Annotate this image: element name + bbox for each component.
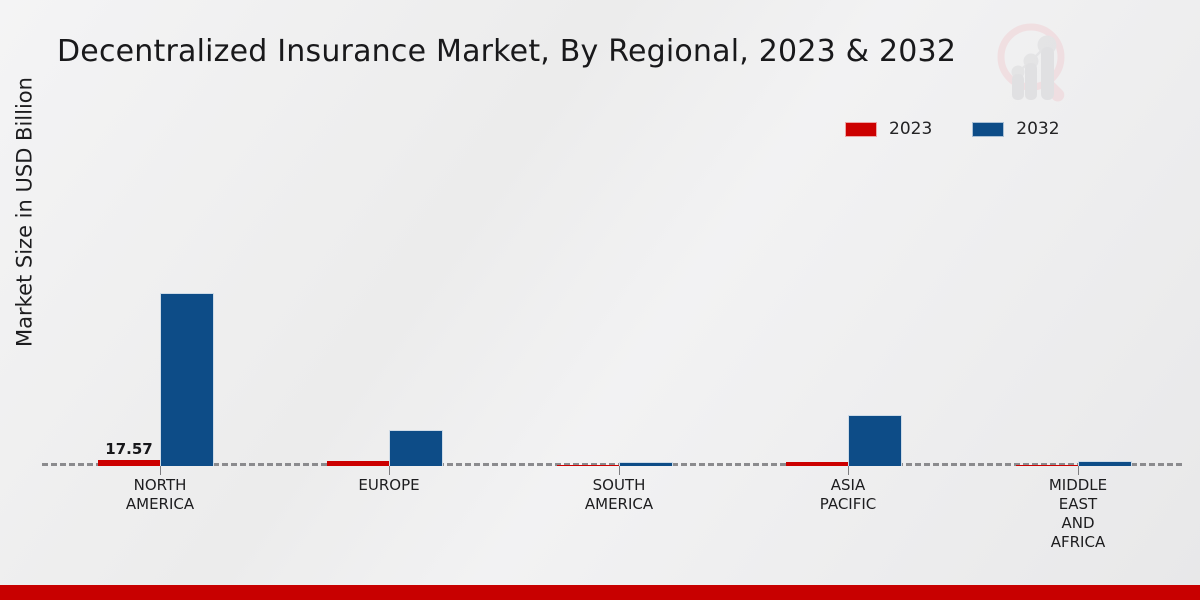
- x-axis-label-line: NORTH: [133, 476, 187, 494]
- x-axis-label-line: EUROPE: [358, 476, 420, 494]
- bar-2023-middle-east-and-africa[interactable]: [1016, 465, 1078, 466]
- bar-group-south-america: SOUTH AMERICA: [543, 150, 695, 513]
- bar-2023-south-america[interactable]: [557, 465, 619, 466]
- legend-label-2032: 2032: [1016, 119, 1060, 139]
- x-axis-label-line: MIDDLE: [1048, 476, 1108, 494]
- x-axis-label-line: ASIA: [830, 476, 866, 494]
- x-axis-label-asia-pacific: ASIA PACIFIC: [773, 476, 923, 514]
- plot-area: 17.57 NORTH AMERICA EUROPE SOUTH AMER: [42, 150, 1182, 551]
- x-axis-label-line: AMERICA: [584, 495, 654, 513]
- bar-2023-europe[interactable]: [327, 461, 389, 466]
- bar-2032-north-america[interactable]: [160, 293, 214, 466]
- x-axis-label-middle-east-and-africa: MIDDLE EAST AND AFRICA: [1003, 476, 1153, 552]
- legend-item-2032[interactable]: 2032: [972, 119, 1060, 139]
- bar-group-north-america: 17.57 NORTH AMERICA: [84, 150, 236, 513]
- legend-swatch-2023: [845, 121, 877, 137]
- bar-2032-europe[interactable]: [389, 430, 443, 466]
- bar-group-middle-east-and-africa: MIDDLE EAST AND AFRICA: [1002, 150, 1154, 551]
- legend-swatch-2032: [972, 121, 1005, 137]
- legend-label-2023: 2023: [889, 119, 933, 139]
- bar-value-label-north-america: 17.57: [105, 440, 153, 458]
- bar-2023-asia-pacific[interactable]: [786, 462, 848, 466]
- x-axis-label-line: PACIFIC: [819, 495, 877, 513]
- x-axis-tick: [389, 466, 390, 475]
- bar-2023-north-america[interactable]: 17.57: [98, 440, 160, 466]
- x-axis-label-line: AMERICA: [125, 495, 195, 513]
- x-axis-label-north-america: NORTH AMERICA: [85, 476, 235, 514]
- x-axis-label-line: AFRICA: [1050, 533, 1106, 551]
- x-axis-tick: [848, 466, 849, 475]
- legend-item-2023[interactable]: 2023: [845, 119, 932, 139]
- footer-accent-strip: [0, 585, 1200, 600]
- chart-legend: 2023 2032: [845, 119, 1060, 139]
- x-axis-label-line: EAST: [1058, 495, 1098, 513]
- bar-2032-middle-east-and-africa[interactable]: [1078, 461, 1132, 466]
- y-axis-title: Market Size in USD Billion: [12, 77, 37, 347]
- market-research-logo-watermark-icon: [997, 23, 1065, 102]
- page-title: Decentralized Insurance Market, By Regio…: [57, 34, 957, 69]
- bar-group-europe: EUROPE: [313, 150, 465, 494]
- x-axis-label-line: SOUTH: [592, 476, 646, 494]
- bar-2032-asia-pacific[interactable]: [848, 415, 902, 466]
- bar-2032-south-america[interactable]: [619, 462, 673, 466]
- bar-group-asia-pacific: ASIA PACIFIC: [772, 150, 924, 513]
- x-axis-tick: [160, 466, 161, 475]
- x-axis-tick: [1078, 466, 1079, 475]
- x-axis-tick: [619, 466, 620, 475]
- x-axis-baseline: [42, 463, 1182, 466]
- x-axis-label-line: AND: [1061, 514, 1095, 532]
- x-axis-label-europe: EUROPE: [314, 476, 464, 495]
- x-axis-label-south-america: SOUTH AMERICA: [544, 476, 694, 514]
